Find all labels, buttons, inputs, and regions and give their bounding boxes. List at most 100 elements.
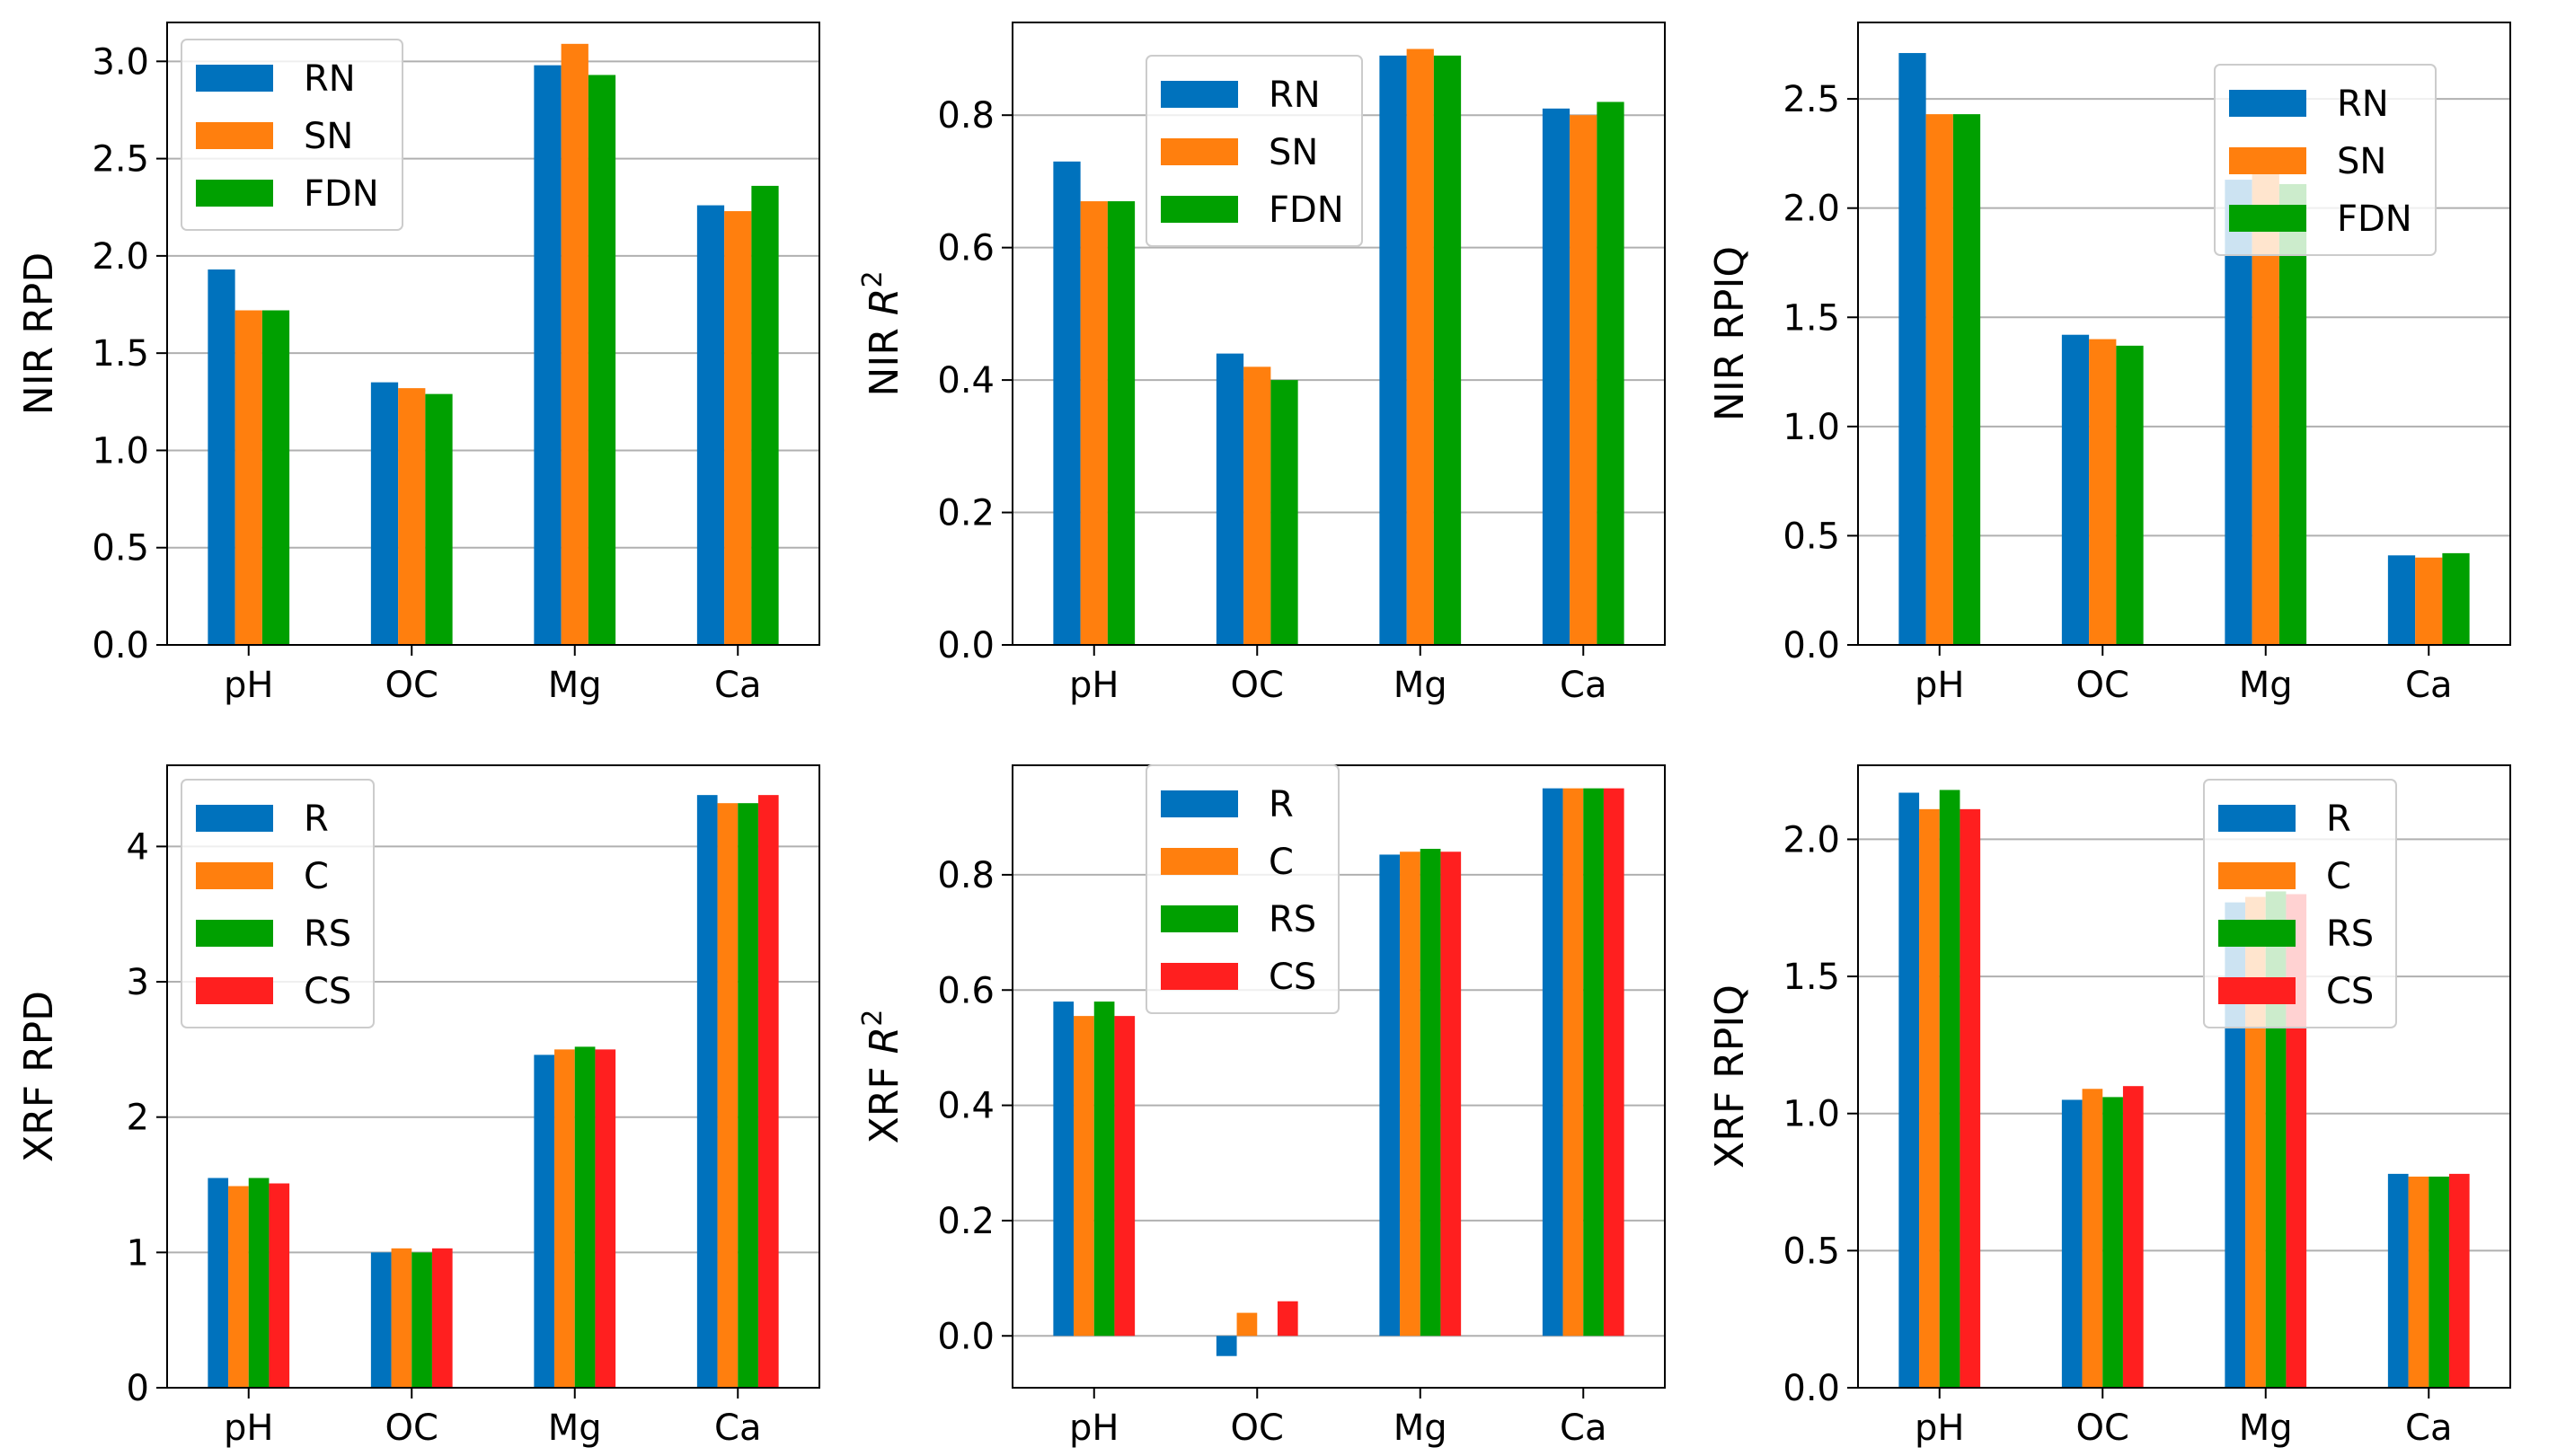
bar (269, 1183, 290, 1388)
legend-swatch (2218, 862, 2296, 889)
y-tick-label: 2.5 (1783, 79, 1840, 120)
legend-label: FDN (304, 173, 379, 215)
bar (1898, 792, 1920, 1388)
y-tick-label: 1 (127, 1232, 149, 1274)
x-tick-label: Mg (1394, 1407, 1447, 1449)
bar (1583, 788, 1604, 1337)
y-tick-label: 2 (127, 1098, 149, 1139)
y-tick-label: 0.6 (937, 970, 995, 1011)
x-tick-label: OC (385, 665, 438, 706)
bar (1270, 380, 1298, 645)
legend-swatch (1161, 905, 1238, 932)
y-axis-label-variable: R (862, 1027, 907, 1054)
x-tick-label: OC (385, 1407, 438, 1449)
legend-swatch (1161, 848, 1238, 875)
plot-frame (166, 22, 820, 646)
x-tick-label: Ca (1560, 1407, 1606, 1449)
x-tick-label: Mg (2239, 665, 2293, 706)
x-tick-label: Mg (548, 665, 602, 706)
y-tick-label: 0.5 (92, 528, 149, 569)
bar (1570, 115, 1597, 645)
legend-label: FDN (2337, 199, 2412, 240)
bar (1433, 55, 1462, 646)
y-tick-label: 1.0 (1783, 1094, 1840, 1135)
legend-label: RN (2337, 84, 2389, 125)
bar (1379, 854, 1401, 1337)
legend-label: RN (1269, 75, 1321, 116)
y-axis-label: XRF RPD (16, 991, 62, 1162)
bar (1093, 1002, 1115, 1337)
y-tick-label: 0.0 (1783, 1368, 1840, 1409)
bar (1919, 808, 1940, 1388)
bar (370, 382, 399, 645)
chart-panel: 0.0 0.5 1.0 1.5 2.0 pH OC Mg Ca XRF RPIQ RC RS CS (1707, 764, 2511, 1449)
legend-label: R (2326, 799, 2351, 840)
y-tick-label: 2.5 (92, 139, 149, 181)
bar (1898, 53, 1926, 645)
x-tick-label: pH (1915, 1407, 1964, 1449)
bar (534, 1054, 555, 1388)
legend-label: RS (304, 913, 351, 955)
bar (696, 205, 725, 645)
bar (1542, 108, 1570, 645)
bar (751, 185, 779, 645)
x-tick-label: OC (2076, 1407, 2129, 1449)
bar (2082, 1089, 2103, 1388)
bar (261, 310, 290, 645)
bar (398, 388, 426, 645)
bar (411, 1252, 432, 1388)
y-tick-label: 2.0 (1783, 819, 1840, 860)
x-tick-label: OC (1231, 665, 1284, 706)
bar (2116, 345, 2144, 645)
bar (2102, 1097, 2123, 1388)
bar (425, 393, 453, 645)
x-tick-label: Mg (1394, 665, 1447, 706)
bar (1939, 790, 1960, 1388)
bar (595, 1049, 616, 1388)
bar (1406, 49, 1434, 645)
bar (534, 65, 562, 646)
legend-swatch (1161, 963, 1238, 990)
bar (2225, 180, 2252, 646)
y-axis-label: XRF RPIQ (1707, 984, 1753, 1169)
y-tick-label: 0 (127, 1368, 149, 1409)
x-tick-label: pH (224, 1407, 273, 1449)
legend-swatch (1161, 81, 1238, 108)
y-tick-label: 0.6 (937, 228, 995, 269)
legend (181, 779, 375, 1028)
chart-panel: 0 1 2 3 4 pH OC Mg Ca XRF RPD RC RS CS (16, 764, 820, 1449)
x-tick-label: pH (224, 665, 273, 706)
bar (588, 75, 616, 646)
bar (1420, 849, 1441, 1337)
bar (1243, 366, 1271, 645)
legend-label: C (304, 856, 329, 897)
y-axis-label: XRF R2 (857, 1010, 907, 1144)
bar (208, 269, 235, 645)
y-tick-label: 3 (127, 962, 149, 1003)
bar (2278, 183, 2307, 646)
bar (1277, 1301, 1298, 1337)
x-tick-label: Ca (2405, 665, 2452, 706)
y-tick-label: 0.0 (937, 625, 995, 666)
y-tick-label: 1.0 (92, 430, 149, 472)
legend-swatch (196, 977, 273, 1004)
plot-frame (1857, 764, 2511, 1389)
bar (574, 1046, 596, 1388)
y-tick-label: 1.5 (1783, 957, 1840, 998)
bar (1114, 1016, 1136, 1337)
chart-panel: 0.0 0.5 1.0 1.5 2.0 2.5 3.0 pH OC Mg Ca NIR RPD RN SN… (16, 22, 820, 706)
legend-label: R (304, 799, 329, 840)
bar (1080, 201, 1108, 645)
bar (1074, 1016, 1094, 1337)
legend-label: SN (304, 116, 353, 157)
bar (1960, 808, 1981, 1388)
bar (2122, 1086, 2144, 1388)
bar (2429, 1176, 2449, 1388)
bar (1236, 1312, 1258, 1337)
bar (1925, 114, 1953, 645)
bar (696, 795, 718, 1388)
bar (738, 803, 758, 1388)
bar (1216, 353, 1244, 645)
bar (2448, 1173, 2470, 1388)
legend-label: SN (1269, 132, 1318, 173)
